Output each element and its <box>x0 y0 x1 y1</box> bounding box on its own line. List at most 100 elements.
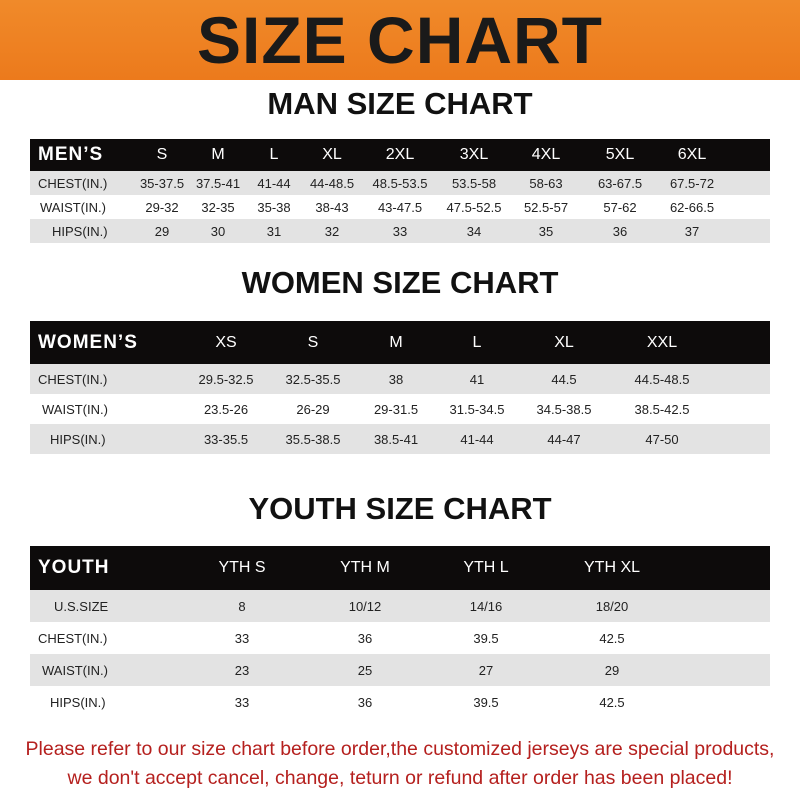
notice-line-1: Please refer to our size chart before or… <box>25 738 775 760</box>
table-cell: 57-62 <box>603 199 637 215</box>
table-row: WAIST(IN.) 29-32 32-35 35-38 38-43 43-47.5 47.… <box>30 195 770 219</box>
table-cell: 36 <box>357 694 373 710</box>
size-header: 2XL <box>385 146 415 163</box>
table-cell: 29 <box>154 223 170 239</box>
table-cell: 42.5 <box>599 630 625 646</box>
table-cell: 41-44 <box>460 431 494 447</box>
table-cell: 42.5 <box>599 694 625 710</box>
women-header-label: WOMEN’S <box>38 331 138 353</box>
table-cell: 35.5-38.5 <box>285 431 341 447</box>
table-cell: 47.5-52.5 <box>446 199 502 215</box>
table-cell: 34 <box>466 223 482 239</box>
table-cell: 32-35 <box>201 199 235 215</box>
table-cell: 47-50 <box>645 431 679 447</box>
size-header: YTH M <box>340 559 390 576</box>
table-row: CHEST(IN.) 33 36 39.5 42.5 <box>30 622 770 654</box>
table-cell: 37.5-41 <box>195 175 241 191</box>
banner: SIZE CHART <box>0 0 800 80</box>
table-cell: 63-67.5 <box>597 175 643 191</box>
table-cell: 29 <box>604 662 620 678</box>
table-row: HIPS(IN.) 33-35.5 35.5-38.5 38.5-41 41-44 44-… <box>30 424 770 454</box>
table-cell: 34.5-38.5 <box>536 401 592 417</box>
size-header: 5XL <box>605 146 635 163</box>
size-header: YTH S <box>218 559 266 576</box>
table-cell: 18/20 <box>595 598 629 614</box>
size-header: L <box>269 146 279 163</box>
size-header: S <box>156 146 168 163</box>
table-cell: 26-29 <box>296 401 330 417</box>
size-header: 3XL <box>459 146 489 163</box>
banner-title: SIZE CHART <box>197 3 603 77</box>
table-cell: 14/16 <box>469 598 503 614</box>
row-label: CHEST(IN.) <box>38 630 108 646</box>
table-cell: 38-43 <box>315 199 349 215</box>
table-cell: 62-66.5 <box>669 199 715 215</box>
table-cell: 27 <box>478 662 494 678</box>
table-cell: 33 <box>392 223 408 239</box>
row-label: CHEST(IN.) <box>38 371 108 387</box>
table-cell: 8 <box>238 598 246 614</box>
notice: Please refer to our size chart before or… <box>0 735 800 793</box>
table-cell: 29.5-32.5 <box>198 371 254 387</box>
table-row: WAIST(IN.) 23 25 27 29 <box>30 654 770 686</box>
table-row: U.S.SIZE 8 10/12 14/16 18/20 <box>30 590 770 622</box>
table-cell: 39.5 <box>473 694 499 710</box>
table-cell: 29-32 <box>145 199 179 215</box>
table-cell: 38.5-42.5 <box>634 401 690 417</box>
women-header-row: WOMEN’S XS S M L XL XXL <box>30 321 770 364</box>
table-cell: 41-44 <box>257 175 291 191</box>
table-cell: 44-48.5 <box>309 175 355 191</box>
table-cell: 39.5 <box>473 630 499 646</box>
table-cell: 35-37.5 <box>139 175 185 191</box>
table-cell: 33 <box>234 694 250 710</box>
table-cell: 58-63 <box>529 175 563 191</box>
table-cell: 67.5-72 <box>669 175 715 191</box>
table-cell: 30 <box>210 223 226 239</box>
size-header: YTH XL <box>583 559 641 576</box>
row-label: U.S.SIZE <box>54 598 109 614</box>
men-header-label: MEN’S <box>38 144 104 165</box>
size-header: 6XL <box>677 146 707 163</box>
youth-header-row: YOUTH YTH S YTH M YTH L YTH XL <box>30 546 770 590</box>
table-cell: 23 <box>234 662 250 678</box>
row-label: HIPS(IN.) <box>50 431 106 447</box>
size-header: XS <box>215 333 237 351</box>
size-header: XL <box>554 333 574 351</box>
size-header: YTH L <box>463 559 509 576</box>
table-cell: 10/12 <box>348 598 382 614</box>
table-cell: 25 <box>357 662 373 678</box>
row-label: CHEST(IN.) <box>38 175 108 191</box>
table-cell: 32 <box>324 223 340 239</box>
table-cell: 36 <box>357 630 373 646</box>
row-label: HIPS(IN.) <box>52 223 108 239</box>
size-header: XXL <box>646 333 678 351</box>
table-cell: 29-31.5 <box>373 401 419 417</box>
table-cell: 35 <box>538 223 554 239</box>
men-section-title: MAN SIZE CHART <box>267 86 533 121</box>
size-header: 4XL <box>531 146 561 163</box>
women-section-title: WOMEN SIZE CHART <box>241 265 559 300</box>
table-cell: 43-47.5 <box>377 199 423 215</box>
table-cell: 33 <box>234 630 250 646</box>
row-label: WAIST(IN.) <box>40 199 106 215</box>
table-cell: 52.5-57 <box>523 199 569 215</box>
table-cell: 37 <box>684 223 700 239</box>
size-header: L <box>472 333 482 351</box>
notice-line-2: we don't accept cancel, change, teturn o… <box>67 767 733 789</box>
men-header-row: MEN’S S M L XL 2XL 3XL 4XL 5XL 6XL <box>30 139 770 171</box>
table-row: HIPS(IN.) 29 30 31 32 33 34 35 36 37 <box>30 219 770 243</box>
table-row: CHEST(IN.) 35-37.5 37.5-41 41-44 44-48.5 48.5… <box>30 171 770 195</box>
row-label: WAIST(IN.) <box>42 401 108 417</box>
size-header: M <box>389 333 403 351</box>
table-cell: 38.5-41 <box>373 431 419 447</box>
table-row: WAIST(IN.) 23.5-26 26-29 29-31.5 31.5-34.5 34… <box>30 394 770 424</box>
row-label: HIPS(IN.) <box>50 694 106 710</box>
size-header: S <box>307 333 319 351</box>
table-cell: 23.5-26 <box>203 401 249 417</box>
table-cell: 41 <box>469 371 485 387</box>
table-cell: 38 <box>388 371 404 387</box>
table-cell: 48.5-53.5 <box>372 175 428 191</box>
youth-header-label: YOUTH <box>38 557 110 578</box>
table-cell: 33-35.5 <box>203 431 249 447</box>
table-row: CHEST(IN.) 29.5-32.5 32.5-35.5 38 41 44.5 44.5… <box>30 364 770 394</box>
